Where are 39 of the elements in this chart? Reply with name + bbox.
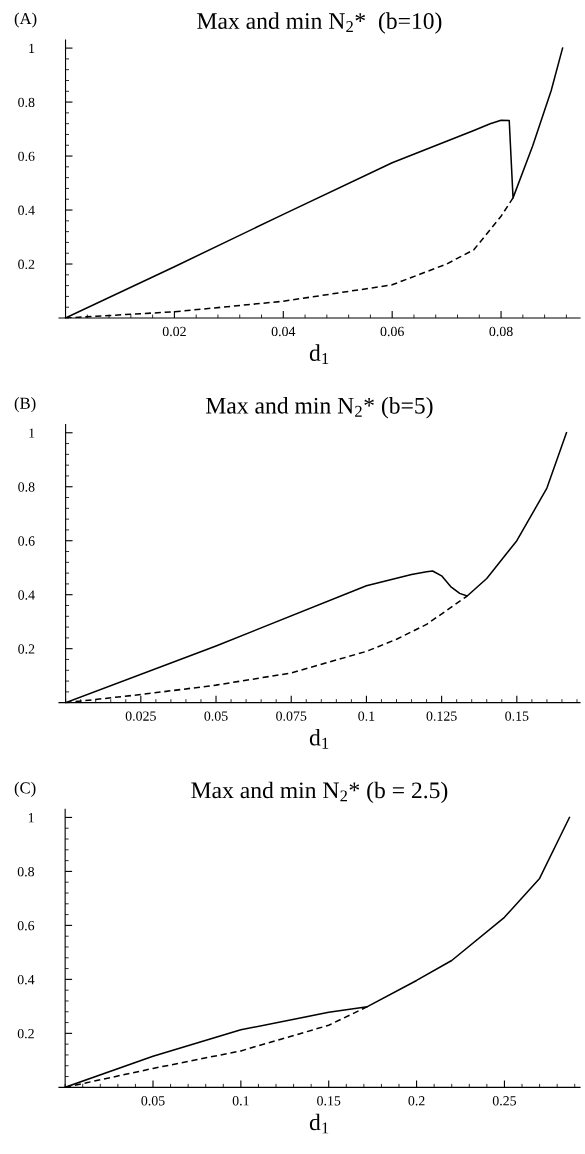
x-axis-title: d$_{1}$: [309, 1113, 329, 1134]
text: (C): [14, 781, 36, 797]
y-tick-label: 0.2: [17, 1028, 34, 1039]
x-tick-label: 0.2: [408, 1096, 425, 1106]
chart-title: Max and min N$_{2}$* (b = 2.5): [191, 781, 448, 804]
y-tick-label: 0.8: [18, 482, 35, 492]
text: (B): [14, 397, 36, 413]
chart-title: Max and min N$_{2}$* (b=10): [197, 12, 442, 34]
chart-title: Max and min N$_{2}$* (b=5): [206, 397, 433, 419]
x-tick-label: 0.25: [492, 1096, 517, 1106]
y-tick-label: 1: [29, 428, 35, 438]
y-tick-label: 0.8: [18, 97, 35, 108]
x-tick-label: 0.06: [380, 326, 404, 337]
x-axis-title: d$_{1}$: [309, 729, 329, 749]
y-tick-label: 0.8: [17, 866, 35, 877]
x-tick-label: 0.1: [358, 711, 375, 721]
x-tick-label: 0.05: [204, 711, 228, 721]
x-tick-label: 0.1: [232, 1096, 249, 1106]
x-tick-label: 0.02: [162, 326, 186, 337]
text: (A): [14, 12, 37, 28]
x-tick-label: 0.125: [426, 711, 457, 721]
y-tick-label: 0.6: [18, 151, 35, 162]
x-tick-label: 0.15: [505, 711, 529, 721]
x-tick-label: 0.15: [317, 1096, 341, 1106]
y-tick-label: 1: [29, 43, 35, 53]
x-tick-label: 0.05: [141, 1096, 165, 1106]
x-axis-title: d$_{1}$: [309, 344, 329, 364]
y-tick-label: 0.6: [17, 920, 35, 931]
x-tick-label: 0.04: [271, 326, 296, 337]
x-tick-label: 0.08: [489, 326, 513, 337]
y-tick-label: 0.2: [18, 259, 35, 270]
y-tick-label: 0.4: [17, 974, 35, 985]
y-tick-label: 0.2: [18, 644, 35, 654]
x-tick-label: 0.025: [125, 711, 156, 721]
y-tick-label: 0.6: [18, 536, 35, 546]
x-tick-label: 0.075: [276, 711, 307, 721]
y-tick-label: 1: [28, 813, 34, 823]
y-tick-label: 0.4: [18, 205, 35, 216]
y-tick-label: 0.4: [18, 590, 35, 600]
